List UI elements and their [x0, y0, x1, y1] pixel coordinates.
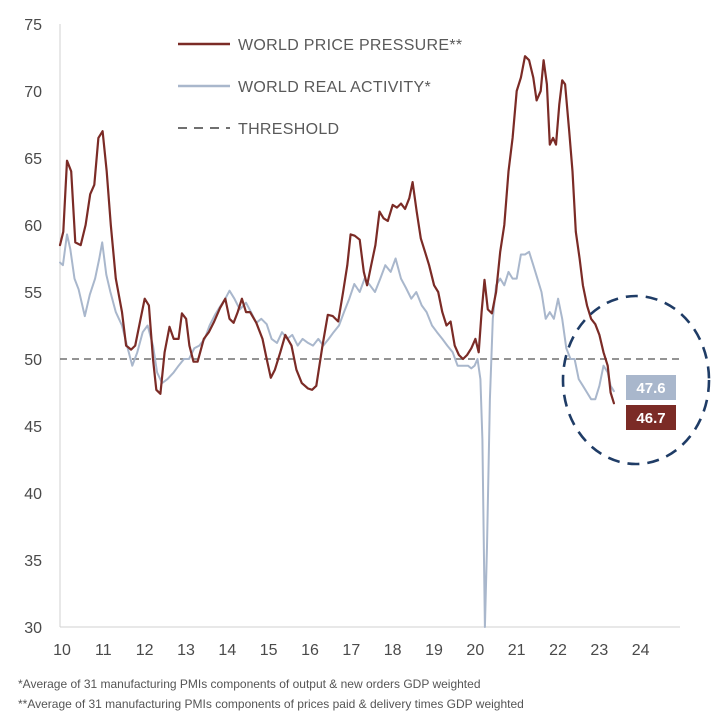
- series-line-world-real-activity: [59, 233, 615, 628]
- badge-price-pressure-value: 46.7: [636, 410, 665, 427]
- y-tick-label: 75: [24, 17, 42, 34]
- y-tick-label: 50: [24, 352, 42, 369]
- x-tick-label: 21: [508, 642, 526, 659]
- x-tick-label: 23: [590, 642, 608, 659]
- axes-layer: 30 35 40 45 50 55 60 65 70 75 10 11 12 13 14 15 16 17 18 19…: [24, 17, 680, 659]
- y-tick-label: 35: [24, 553, 42, 570]
- y-tick-label: 30: [24, 620, 42, 637]
- footnote-price-pressure: **Average of 31 manufacturing PMIs compo…: [18, 697, 524, 711]
- legend: WORLD PRICE PRESSURE** WORLD REAL ACTIVIT…: [178, 37, 462, 138]
- x-tick-label: 11: [95, 642, 112, 659]
- x-tick-label: 18: [384, 642, 402, 659]
- y-tick-label: 60: [24, 218, 42, 235]
- y-tick-label: 65: [24, 151, 42, 168]
- x-tick-label: 19: [425, 642, 443, 659]
- badge-real-activity-value-box: [626, 375, 676, 400]
- legend-item-real-activity-label: WORLD REAL ACTIVITY*: [238, 79, 431, 96]
- x-tick-label: 14: [218, 642, 236, 659]
- x-tick-label: 16: [301, 642, 319, 659]
- highlight-circle: [561, 294, 711, 466]
- series-layer: [58, 55, 615, 628]
- badge-real-activity-value: 47.6: [636, 380, 665, 397]
- x-tick-label: 13: [177, 642, 195, 659]
- x-tick-label: 24: [632, 642, 650, 659]
- x-tick-label: 17: [342, 642, 360, 659]
- legend-item-price-pressure-label: WORLD PRICE PRESSURE**: [238, 37, 462, 54]
- legend-item-threshold-label: THRESHOLD: [238, 121, 339, 138]
- x-tick-label: 22: [549, 642, 567, 659]
- x-tick-label: 20: [466, 642, 484, 659]
- x-tick-label: 15: [260, 642, 278, 659]
- footnote-real-activity: *Average of 31 manufacturing PMIs compon…: [18, 677, 481, 691]
- y-tick-label: 55: [24, 285, 42, 302]
- y-tick-label: 70: [24, 84, 42, 101]
- badge-price-pressure-value-box: [626, 405, 676, 430]
- annotations: 47.6 46.7: [561, 294, 711, 466]
- series-line-world-price-pressure: [58, 55, 615, 405]
- y-tick-label: 45: [24, 419, 42, 436]
- x-tick-label: 12: [136, 642, 154, 659]
- x-tick-label: 10: [53, 642, 71, 659]
- y-tick-label: 40: [24, 486, 42, 503]
